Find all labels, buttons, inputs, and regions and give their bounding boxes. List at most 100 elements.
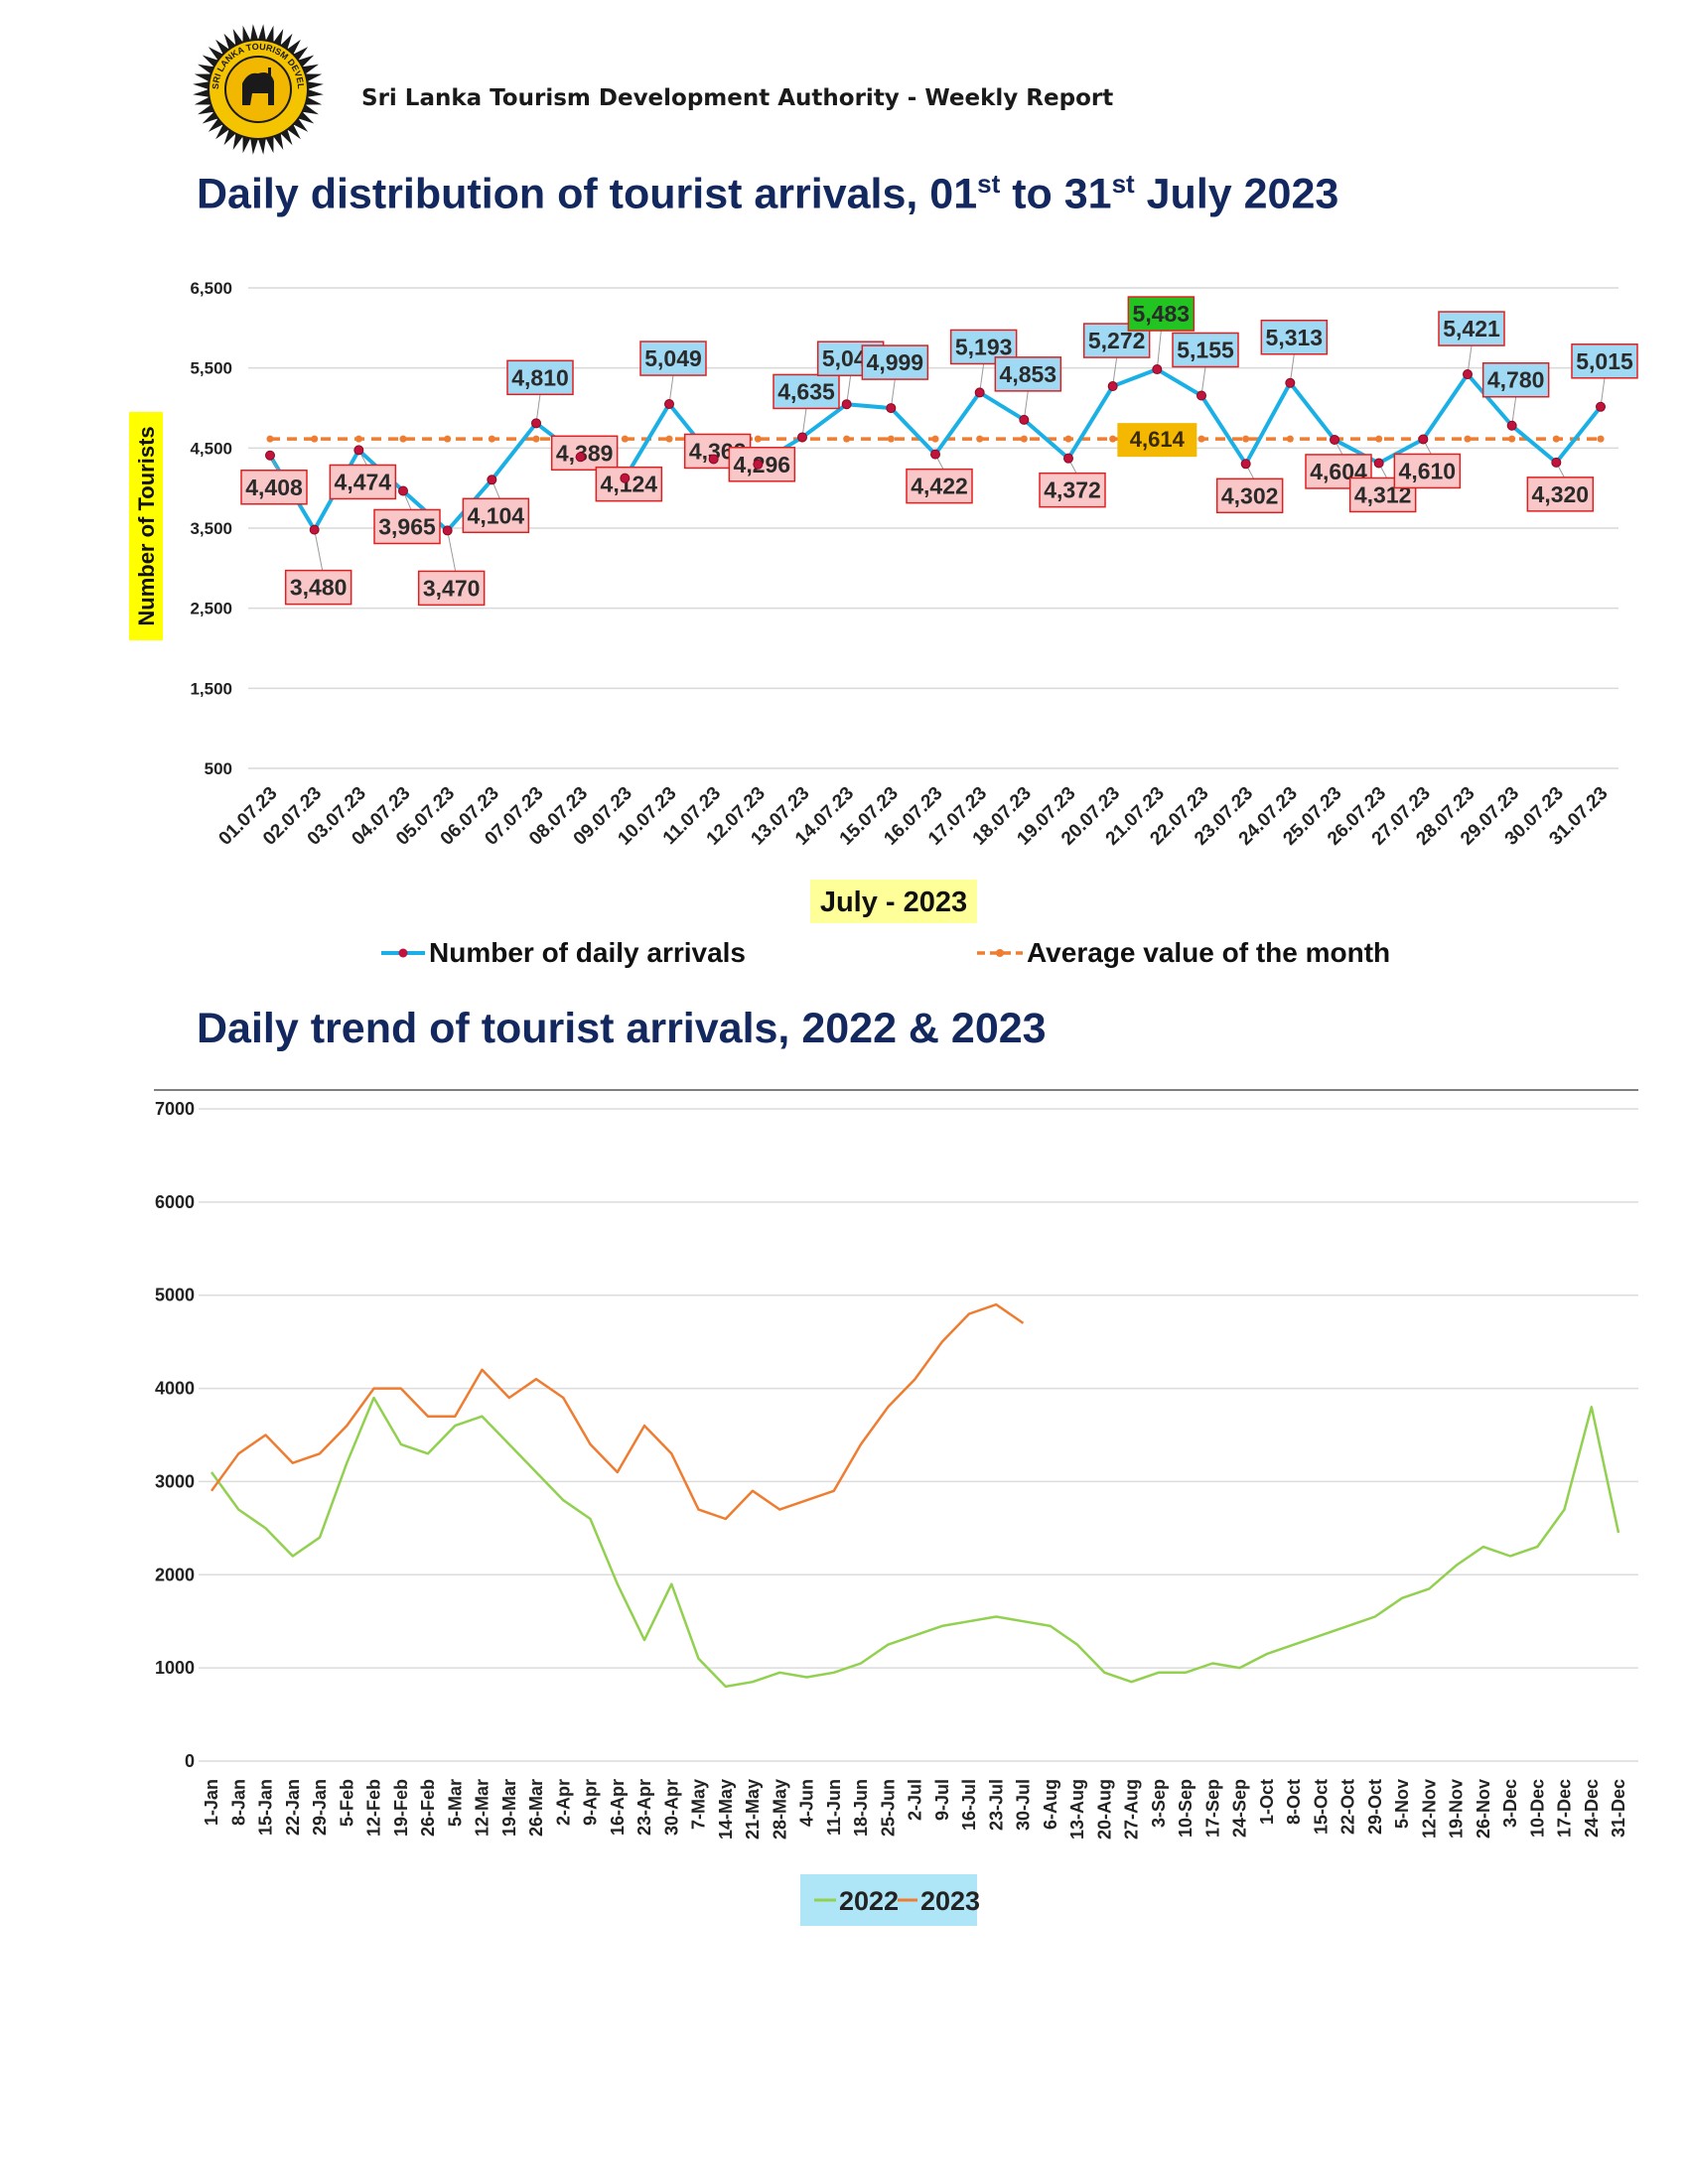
x-tick-label: 4-Jun bbox=[797, 1779, 817, 1827]
data-label-box bbox=[1215, 478, 1284, 514]
y-tick-label: 1,500 bbox=[190, 679, 232, 698]
data-point bbox=[753, 459, 764, 470]
data-label-box bbox=[417, 570, 486, 607]
series-line-2023 bbox=[210, 1302, 1025, 1521]
data-label: 4,780 bbox=[1487, 367, 1545, 393]
data-label: 3,965 bbox=[378, 513, 436, 539]
average-point bbox=[976, 435, 984, 443]
x-tick-label: 8-Oct bbox=[1284, 1779, 1304, 1825]
data-label-box bbox=[1571, 343, 1638, 379]
legend-marker-average bbox=[996, 949, 1004, 957]
x-tick-label: 5-Nov bbox=[1392, 1779, 1412, 1829]
header-org-text: Sri Lanka Tourism Development Authority … bbox=[361, 85, 1114, 111]
y-tick-label: 4000 bbox=[155, 1379, 195, 1399]
data-label: 4,389 bbox=[556, 440, 614, 466]
data-label: 4,124 bbox=[601, 472, 658, 497]
data-point bbox=[1063, 453, 1073, 464]
data-point bbox=[353, 445, 364, 456]
average-point bbox=[1464, 435, 1472, 443]
data-label: 5,272 bbox=[1088, 328, 1146, 353]
x-tick-label: 15-Oct bbox=[1311, 1779, 1331, 1835]
data-label-box bbox=[861, 344, 929, 380]
data-label-box bbox=[906, 468, 973, 504]
x-tick-label: 19-Feb bbox=[391, 1779, 411, 1837]
y-tick-label: 7000 bbox=[155, 1099, 195, 1119]
data-label-box bbox=[1526, 477, 1595, 512]
data-label: 4,372 bbox=[1044, 478, 1101, 503]
x-tick-label: 11-Jun bbox=[824, 1779, 844, 1836]
x-tick-label: 16-Jul bbox=[959, 1779, 979, 1831]
x-tick-label: 22-Oct bbox=[1338, 1779, 1358, 1835]
x-tick-label: 13-Aug bbox=[1067, 1779, 1087, 1840]
data-label-box bbox=[240, 470, 308, 505]
x-tick-label: 25-Jun bbox=[878, 1779, 898, 1837]
x-tick-label: 26-Mar bbox=[526, 1779, 546, 1837]
data-label: 4,810 bbox=[511, 364, 569, 390]
average-point bbox=[1242, 435, 1250, 443]
x-tick-label: 26-Nov bbox=[1474, 1779, 1493, 1839]
data-label: 4,635 bbox=[777, 378, 835, 404]
average-point bbox=[1197, 435, 1205, 443]
y-tick-label: 0 bbox=[185, 1751, 195, 1771]
data-label: 4,853 bbox=[1000, 361, 1057, 387]
x-tick-label: 16-Apr bbox=[608, 1779, 628, 1836]
data-label-box bbox=[373, 508, 441, 545]
x-tick-label: 6-Aug bbox=[1041, 1779, 1060, 1830]
data-label: 4,610 bbox=[1399, 458, 1457, 483]
x-tick-label: 9-Apr bbox=[581, 1779, 601, 1826]
data-label: 4,302 bbox=[1221, 482, 1279, 508]
data-label-box bbox=[329, 464, 397, 500]
data-point bbox=[1463, 369, 1473, 380]
x-tick-label: 27-Aug bbox=[1122, 1779, 1142, 1840]
data-point bbox=[664, 399, 674, 410]
data-label: 3,480 bbox=[290, 575, 348, 601]
data-point bbox=[398, 485, 408, 496]
data-point bbox=[974, 387, 985, 398]
daily-arrivals-chart: 500 1,500 2,500 3,500 4,500 5,500 6,500 Number … bbox=[129, 279, 1638, 968]
average-point bbox=[444, 435, 452, 443]
data-label-box bbox=[1172, 332, 1239, 368]
x-tick-label: 10-Dec bbox=[1527, 1779, 1547, 1838]
average-point bbox=[1020, 435, 1028, 443]
average-point bbox=[931, 435, 939, 443]
average-point bbox=[1375, 435, 1383, 443]
x-tick-label: 20-Aug bbox=[1094, 1779, 1114, 1840]
x-tick-label: 10-Sep bbox=[1176, 1779, 1196, 1838]
x-tick-label: 26-Feb bbox=[418, 1779, 438, 1837]
x-tick-label: 1-Oct bbox=[1257, 1779, 1277, 1825]
x-axis-label: July - 2023 bbox=[820, 887, 967, 918]
series-line-2022 bbox=[210, 1396, 1620, 1689]
data-point bbox=[442, 525, 453, 536]
y-tick-label: 2,500 bbox=[190, 600, 232, 618]
data-point bbox=[1285, 377, 1296, 388]
data-point bbox=[1506, 420, 1517, 431]
y-tick-label: 500 bbox=[205, 759, 232, 778]
data-label-box bbox=[506, 359, 574, 396]
average-point bbox=[1597, 435, 1605, 443]
y-tick-label: 6,500 bbox=[190, 279, 232, 298]
data-point bbox=[575, 452, 586, 463]
data-label: 4,320 bbox=[1532, 481, 1590, 507]
average-point bbox=[1508, 435, 1516, 443]
y-tick-label: 1000 bbox=[155, 1658, 195, 1678]
average-point bbox=[843, 435, 851, 443]
x-tick-label: 5-Feb bbox=[337, 1779, 356, 1827]
data-point bbox=[620, 473, 631, 483]
legend-label-average: Average value of the month bbox=[1027, 937, 1390, 968]
data-point bbox=[841, 399, 852, 410]
x-tick-label: 18-Jun bbox=[851, 1779, 871, 1837]
data-label: 5,313 bbox=[1266, 325, 1324, 350]
x-axis-label-highlight bbox=[810, 880, 977, 923]
x-tick-label: 23-Apr bbox=[634, 1779, 654, 1836]
average-point bbox=[266, 435, 274, 443]
average-point bbox=[532, 435, 540, 443]
average-point bbox=[754, 435, 762, 443]
average-label-box bbox=[1117, 423, 1197, 458]
x-tick-label: 3-Sep bbox=[1149, 1779, 1169, 1828]
data-point bbox=[1019, 414, 1030, 425]
y-tick-label: 2000 bbox=[155, 1565, 195, 1584]
data-label-box bbox=[550, 435, 619, 472]
data-label-box bbox=[595, 466, 663, 502]
data-label-box bbox=[1393, 453, 1462, 489]
data-label: 4,999 bbox=[867, 349, 924, 375]
